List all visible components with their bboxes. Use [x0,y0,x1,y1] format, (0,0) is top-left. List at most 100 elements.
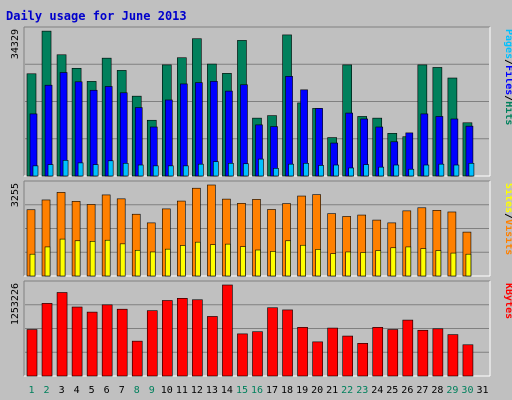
x-tick-day-28: 28 [431,385,443,396]
bar-kbytes-day-7 [116,308,128,377]
bar-kbytes-day-19 [297,327,308,377]
bar-pages-day-30 [468,163,475,177]
bar-sites-day-13 [210,244,216,277]
bar-pages-day-3 [62,160,69,177]
panel-kbytes-legend: KBytes [503,283,512,319]
x-tick-day-31: 31 [476,385,488,396]
bar-pages-day-10 [167,165,174,177]
panel-visits-legend-item-0: Sites [503,183,512,213]
x-tick-day-29: 29 [446,385,458,396]
bar-pages-day-20 [318,165,324,177]
x-tick-day-12: 12 [191,385,203,396]
x-tick-day-21: 21 [326,385,338,396]
x-tick-day-17: 17 [266,385,278,396]
chart-title: Daily usage for June 2013 [6,9,187,23]
bar-files-day-5 [89,89,98,177]
bar-pages-day-21 [333,164,339,177]
bar-sites-day-12 [195,241,201,277]
bar-sites-day-22 [345,251,351,277]
bar-pages-day-11 [183,165,189,177]
bar-kbytes-day-3 [56,292,68,377]
bar-kbytes-day-4 [71,306,83,377]
panel-visits: 3255 Sites/Visits [10,180,512,277]
bar-files-day-22 [345,112,353,177]
panel-hits: 34329 Pages/Files/Hits [10,26,512,177]
bar-pages-day-15 [243,163,249,177]
x-tick-day-1: 1 [29,385,35,396]
x-tick-day-19: 19 [296,385,308,396]
bar-pages-day-29 [453,164,460,177]
x-tick-day-11: 11 [176,385,188,396]
bar-kbytes-day-13 [207,316,218,377]
x-tick-day-22: 22 [341,385,353,396]
bar-pages-day-28 [438,163,445,177]
bar-sites-day-1 [29,253,36,277]
bar-pages-day-12 [198,163,204,177]
x-tick-day-10: 10 [161,385,173,396]
x-tick-day-24: 24 [371,385,383,396]
bar-sites-day-2 [44,246,51,277]
bar-kbytes-day-29 [447,334,459,377]
bar-pages-day-4 [77,162,84,177]
bar-pages-day-17 [273,168,279,177]
bar-files-day-11 [180,83,188,177]
bar-sites-day-3 [59,238,66,277]
bar-kbytes-day-28 [432,328,444,377]
bar-kbytes-day-18 [282,309,293,377]
bar-pages-day-16 [258,158,264,177]
x-tick-day-3: 3 [59,385,65,396]
bar-pages-day-5 [92,164,99,177]
panel-hits-legend-item-3: / [503,95,512,101]
panel-hits-legend-item-4: Hits [503,101,512,125]
bar-kbytes-day-21 [327,327,338,377]
bar-kbytes-day-24 [372,327,384,377]
x-tick-day-20: 20 [311,385,323,396]
bar-pages-day-24 [378,166,385,177]
bar-sites-day-28 [435,250,442,277]
bar-sites-day-10 [164,248,171,277]
bar-sites-day-23 [360,252,367,277]
bar-kbytes-day-10 [161,300,173,377]
bar-sites-day-18 [285,240,291,277]
bar-sites-day-15 [240,246,246,277]
bar-sites-day-7 [119,243,126,277]
bar-kbytes-day-14 [222,284,233,377]
bar-pages-day-2 [47,164,54,177]
bar-files-day-15 [240,84,248,177]
bar-kbytes-day-9 [146,310,158,377]
bar-kbytes-day-17 [267,307,278,377]
panel-hits-legend-item-2: Files [503,65,512,95]
bar-kbytes-day-1 [26,329,38,377]
bar-sites-day-20 [315,249,321,277]
bar-pages-day-7 [122,163,129,177]
bar-kbytes-day-6 [101,304,113,377]
x-tick-day-8: 8 [134,385,140,396]
panel-visits-legend: Sites/Visits [503,183,512,255]
x-tick-day-14: 14 [221,385,233,396]
bar-pages-day-25 [393,164,400,177]
bar-pages-day-14 [228,163,234,177]
panel-visits-ymax-label: 3255 [10,183,21,207]
bar-sites-day-21 [330,253,336,277]
panel-visits-legend-item-1: / [503,213,512,219]
x-axis-day-labels: 1 2 3 4 5 6 7 8 9 10 11 12 13 14 15 16 17 18 19 20 21 22 23 24 2… [29,385,489,396]
panel-hits-legend: Pages/Files/Hits [503,29,512,125]
bar-files-day-2 [44,84,53,177]
chart-panels: 34329 Pages/Files/Hits 3255 Sites/Visits 125… [10,26,512,377]
bar-kbytes-day-5 [86,311,98,377]
bar-pages-day-9 [152,165,159,177]
bar-sites-day-24 [375,250,382,277]
x-tick-day-9: 9 [149,385,155,396]
bar-sites-day-27 [420,248,427,277]
x-tick-day-16: 16 [251,385,263,396]
x-tick-day-26: 26 [401,385,413,396]
bar-kbytes-day-16 [252,331,263,377]
panel-hits-ymax-label: 34329 [10,29,21,59]
bar-kbytes-day-15 [237,333,248,377]
bar-sites-day-16 [255,249,261,277]
bar-sites-day-6 [104,239,111,277]
panel-kbytes: 1253226 KBytes [10,280,512,377]
x-tick-day-7: 7 [119,385,125,396]
bar-sites-day-30 [465,253,472,277]
